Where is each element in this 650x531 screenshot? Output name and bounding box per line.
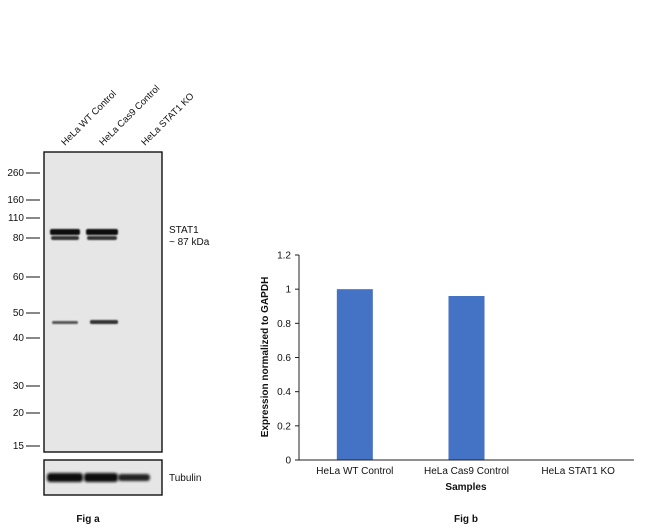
y-tick-label: 0.4 [277,387,291,398]
nonspecific-bands [52,320,118,324]
band-stat1-lane2-upper [86,229,118,235]
band-45kda-lane2 [90,320,118,324]
blot-membrane [43,151,163,453]
y-tick-label: 0.8 [277,319,291,330]
band-stat1-lane1-lower [51,236,79,240]
bar-2 [448,296,485,460]
y-tick-label: 0.2 [277,421,291,432]
bars [336,289,485,460]
x-axis-categories: HeLa WT Control HeLa Cas9 Control HeLa STA… [316,466,615,477]
tubulin-bands [47,473,150,482]
target-size: ~ 87 kDa [169,237,210,248]
y-axis-ticks: 0 0.2 0.4 0.6 0.8 1 1.2 [277,251,299,467]
band-tubulin-lane3 [118,474,150,481]
mw-markers: 260 160 110 80 60 50 40 30 20 15 [7,168,40,452]
mw-50: 50 [13,308,25,319]
bar-chart-panel: 0 0.2 0.4 0.6 0.8 1 1.2 HeLa WT Control HeLa Ca… [260,251,634,525]
mw-110: 110 [8,213,24,224]
mw-160: 160 [7,195,24,206]
band-stat1-lane1-upper [50,229,80,235]
western-blot-panel: HeLa WT Control HeLa Cas9 Control HeLa S… [7,83,209,525]
band-tubulin-lane2 [84,473,118,482]
caption-fig-a: Fig a [76,514,100,525]
mw-260: 260 [7,168,24,179]
band-tubulin-lane1 [47,473,83,482]
x-category-label: HeLa Cas9 Control [424,466,509,477]
mw-20: 20 [13,408,25,419]
band-stat1-lane2-lower [87,236,117,240]
caption-fig-b: Fig b [454,514,478,525]
y-tick-label: 0 [285,456,291,467]
y-tick-label: 1 [285,285,291,296]
mw-15: 15 [13,441,25,452]
band-45kda-lane1 [52,321,78,324]
loading-control-label: Tubulin [169,473,201,484]
x-category-label: HeLa WT Control [316,466,393,477]
y-axis-label: Expression normalized to GAPDH [260,277,271,438]
y-tick-label: 0.6 [277,353,291,364]
x-axis-label: Samples [445,482,487,493]
bar-1 [336,289,373,460]
mw-30: 30 [13,381,25,392]
mw-40: 40 [13,333,25,344]
mw-60: 60 [13,272,25,283]
x-category-label: HeLa STAT1 KO [541,466,615,477]
y-tick-label: 1.2 [277,251,291,262]
mw-80: 80 [13,233,25,244]
stat1-bands [50,229,118,240]
target-label: STAT1 [169,225,199,236]
